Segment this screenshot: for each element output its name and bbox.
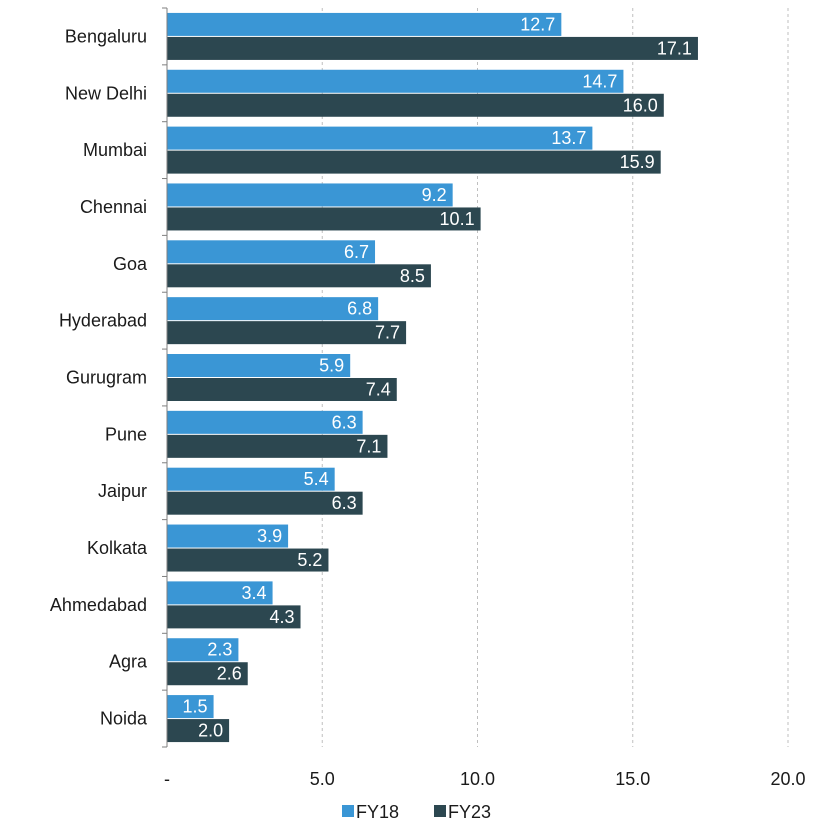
- data-label-hyderabad-fy23: 7.7: [375, 323, 400, 343]
- data-label-pune-fy23: 7.1: [356, 436, 381, 456]
- bar-goa-fy23: [167, 264, 431, 288]
- category-label-kolkata: Kolkata: [87, 538, 148, 558]
- bar-pune-fy18: [167, 410, 363, 434]
- bar-agra-fy23: [167, 662, 248, 686]
- data-label-kolkata-fy23: 5.2: [297, 550, 322, 570]
- data-label-bengaluru-fy18: 12.7: [520, 14, 555, 34]
- category-label-goa: Goa: [113, 254, 148, 274]
- data-label-new-delhi-fy23: 16.0: [623, 95, 658, 115]
- category-label-new-delhi: New Delhi: [65, 83, 147, 103]
- bar-chennai-fy23: [167, 207, 481, 231]
- bar-noida-fy18: [167, 695, 214, 719]
- data-label-mumbai-fy23: 15.9: [620, 152, 655, 172]
- data-label-noida-fy23: 2.0: [198, 721, 223, 741]
- data-label-hyderabad-fy18: 6.8: [347, 299, 372, 319]
- bar-bengaluru-fy23: [167, 36, 698, 60]
- data-label-mumbai-fy18: 13.7: [551, 128, 586, 148]
- category-label-chennai: Chennai: [80, 197, 147, 217]
- category-label-bengaluru: Bengaluru: [65, 26, 147, 46]
- x-tick-label: 10.0: [460, 769, 495, 789]
- data-label-ahmedabad-fy23: 4.3: [269, 607, 294, 627]
- legend-label-fy18: FY18: [356, 802, 399, 822]
- legend-swatch-fy23: [434, 805, 446, 817]
- category-label-ahmedabad: Ahmedabad: [50, 595, 147, 615]
- bar-bengaluru-fy18: [167, 12, 562, 36]
- bar-mumbai-fy23: [167, 150, 661, 174]
- data-label-gurugram-fy18: 5.9: [319, 356, 344, 376]
- x-tick-label: 20.0: [770, 769, 805, 789]
- bar-agra-fy18: [167, 638, 239, 662]
- bar-jaipur-fy23: [167, 491, 363, 515]
- legend: FY18 FY23: [342, 802, 491, 822]
- bar-pune-fy23: [167, 434, 388, 458]
- bar-new-delhi-fy18: [167, 69, 624, 93]
- gridlines: [321, 8, 789, 747]
- data-label-agra-fy23: 2.6: [217, 664, 242, 684]
- bar-kolkata-fy18: [167, 524, 289, 548]
- bar-jaipur-fy18: [167, 467, 335, 491]
- category-label-noida: Noida: [100, 709, 148, 729]
- legend-label-fy23: FY23: [448, 802, 491, 822]
- data-label-new-delhi-fy18: 14.7: [582, 71, 617, 91]
- category-labels: Bengaluru New Delhi Mumbai Chennai Goa Hydera…: [50, 26, 148, 728]
- data-label-ahmedabad-fy18: 3.4: [242, 583, 267, 603]
- category-label-jaipur: Jaipur: [98, 481, 147, 501]
- bar-gurugram-fy18: [167, 354, 351, 377]
- y-axis: [162, 7, 168, 748]
- category-label-agra: Agra: [109, 652, 148, 672]
- category-label-mumbai: Mumbai: [83, 140, 147, 160]
- bar-chennai-fy18: [167, 183, 453, 207]
- data-label-jaipur-fy23: 6.3: [332, 493, 357, 513]
- data-label-noida-fy18: 1.5: [183, 697, 208, 717]
- bar-ahmedabad-fy18: [167, 581, 273, 605]
- x-tick-label: 15.0: [615, 769, 650, 789]
- data-label-pune-fy18: 6.3: [332, 412, 357, 432]
- x-tick-labels: - 5.0 10.0 15.0 20.0: [164, 769, 806, 789]
- data-label-agra-fy18: 2.3: [207, 640, 232, 660]
- category-label-hyderabad: Hyderabad: [59, 311, 147, 331]
- data-label-gurugram-fy23: 7.4: [366, 380, 391, 400]
- data-label-chennai-fy23: 10.1: [440, 209, 475, 229]
- bar-goa-fy18: [167, 240, 376, 264]
- bar-mumbai-fy18: [167, 126, 593, 150]
- bar-hyderabad-fy18: [167, 297, 379, 321]
- category-label-pune: Pune: [105, 424, 147, 444]
- data-label-kolkata-fy18: 3.9: [257, 526, 282, 546]
- bar-gurugram-fy23: [167, 378, 397, 401]
- data-label-chennai-fy18: 9.2: [422, 185, 447, 205]
- data-label-bengaluru-fy23: 17.1: [657, 38, 692, 58]
- bars: 12.7 17.1 14.7 16.0 13.7 15.9 9.2 10.1 6.7 8.5 6.8…: [167, 12, 698, 743]
- data-label-goa-fy18: 6.7: [344, 242, 369, 262]
- data-label-jaipur-fy18: 5.4: [304, 469, 329, 489]
- bar-new-delhi-fy23: [167, 93, 664, 117]
- bar-ahmedabad-fy23: [167, 605, 301, 629]
- category-label-gurugram: Gurugram: [66, 368, 147, 388]
- bar-hyderabad-fy23: [167, 321, 407, 345]
- bar-noida-fy23: [167, 719, 230, 743]
- x-tick-label: -: [164, 769, 170, 789]
- bar-kolkata-fy23: [167, 548, 329, 572]
- data-label-goa-fy23: 8.5: [400, 266, 425, 286]
- x-tick-label: 5.0: [310, 769, 335, 789]
- legend-swatch-fy18: [342, 805, 354, 817]
